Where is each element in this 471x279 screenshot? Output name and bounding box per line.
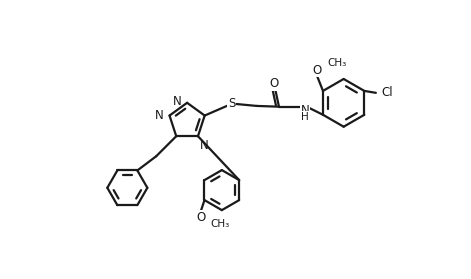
Text: S: S [228, 97, 236, 110]
Text: N: N [154, 109, 163, 122]
Text: O: O [269, 77, 278, 90]
Text: N: N [173, 95, 182, 108]
Text: N: N [300, 104, 309, 117]
Text: Cl: Cl [382, 86, 393, 99]
Text: O: O [196, 211, 205, 223]
Text: H: H [301, 112, 309, 122]
Text: N: N [200, 139, 209, 152]
Text: CH₃: CH₃ [210, 219, 229, 229]
Text: CH₃: CH₃ [328, 58, 347, 68]
Text: O: O [313, 64, 322, 77]
